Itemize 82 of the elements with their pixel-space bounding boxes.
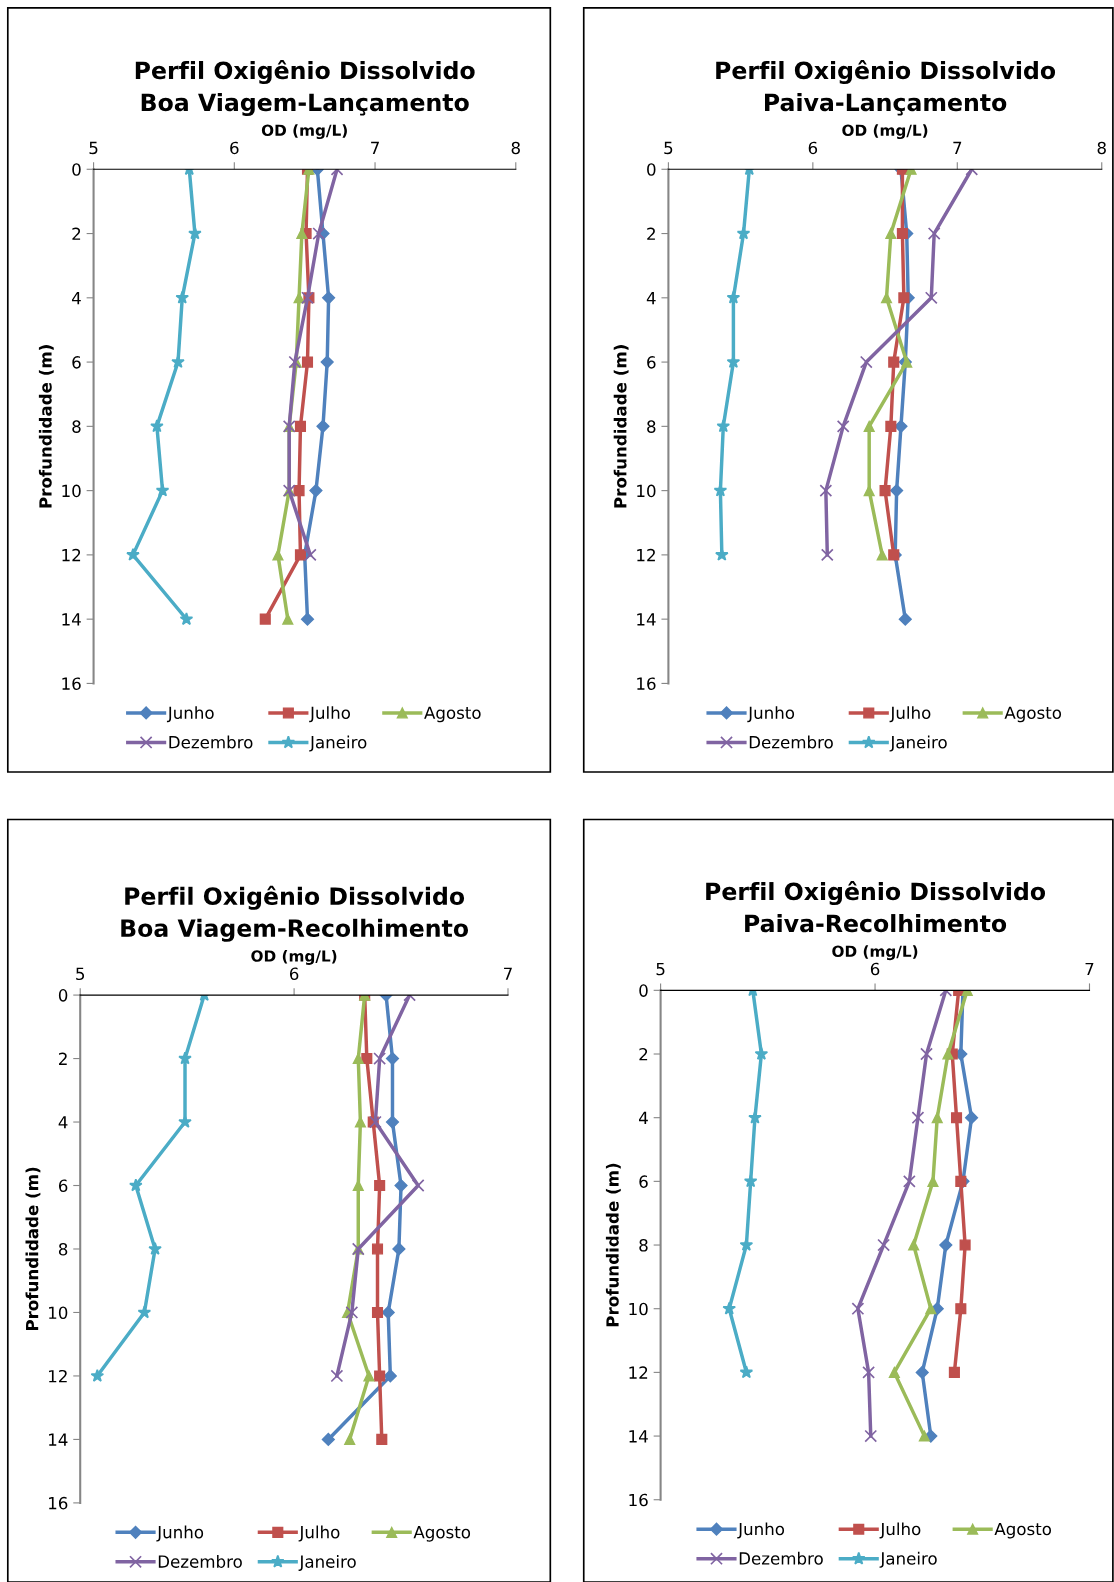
y-tick-label: 8: [639, 1239, 648, 1252]
x-axis-title: OD (mg/L): [251, 949, 337, 965]
y-tick-label: 16: [637, 677, 656, 690]
legend-label: Janeiro: [298, 1554, 356, 1571]
y-tick-label: 6: [72, 356, 81, 369]
legend-label: Agosto: [1004, 706, 1062, 723]
legend-label: Agosto: [413, 1526, 471, 1542]
x-axis-title: OD (mg/L): [832, 945, 918, 961]
legend-label: Julho: [309, 706, 350, 723]
x-tick-label: 6: [289, 967, 299, 981]
y-axis-title: Profundidade (m): [613, 345, 629, 508]
y-tick-label: 8: [72, 420, 81, 433]
x-tick-label: 8: [1097, 141, 1106, 155]
x-tick-label: 7: [504, 967, 512, 980]
x-tick-label: 6: [808, 141, 818, 155]
x-tick-label: 5: [76, 967, 85, 981]
y-tick-label: 14: [637, 613, 656, 626]
y-tick-label: 0: [58, 989, 68, 1002]
y-tick-label: 0: [639, 984, 648, 997]
y-tick-label: 10: [629, 1302, 648, 1316]
x-tick-label: 7: [1085, 962, 1094, 976]
y-tick-label: 4: [71, 291, 81, 305]
y-tick-label: 12: [629, 1366, 648, 1379]
legend-label: Julho: [298, 1525, 340, 1542]
y-tick-label: 16: [62, 677, 81, 690]
legend-label: Janeiro: [309, 735, 367, 752]
y-tick-label: 2: [59, 1052, 67, 1065]
x-axis-title: OD (mg/L): [842, 124, 928, 140]
y-tick-label: 16: [629, 1493, 648, 1507]
y-tick-label: 16: [49, 1496, 68, 1510]
y-tick-label: 2: [647, 227, 655, 240]
legend-label: Junho: [747, 706, 795, 723]
y-tick-label: 10: [62, 484, 81, 498]
chart-title: Perfil Oxigênio Dissolvido Boa Viagem-Lançamento: [135, 60, 475, 117]
legend-label: Dezembro: [169, 735, 253, 749]
legend-label: Janeiro: [879, 1551, 937, 1568]
legend-label: Agosto: [994, 1522, 1052, 1539]
legend-label: Julho: [889, 706, 931, 723]
x-tick-label: 5: [656, 962, 665, 976]
y-tick-label: 8: [647, 420, 656, 433]
x-tick-label: 6: [230, 141, 239, 155]
legend-label: Dezembro: [749, 735, 833, 749]
x-axis-title: OD (mg/L): [261, 124, 347, 140]
legend-label: Junho: [737, 1522, 785, 1539]
y-tick-label: 0: [647, 163, 656, 176]
y-tick-label: 6: [639, 1175, 648, 1188]
legend-label: Dezembro: [739, 1551, 823, 1565]
y-tick-label: 4: [639, 1111, 648, 1125]
y-tick-label: 14: [629, 1430, 648, 1443]
y-tick-label: 10: [49, 1306, 68, 1320]
y-tick-label: 12: [637, 548, 655, 562]
y-axis-title: Profundidade (m): [25, 1167, 41, 1331]
y-tick-label: 14: [49, 1433, 68, 1446]
y-tick-label: 8: [58, 1242, 68, 1256]
y-tick-label: 12: [62, 548, 81, 562]
y-tick-label: 10: [637, 484, 656, 498]
y-tick-label: 0: [72, 163, 81, 176]
legend-label: Junho: [166, 706, 214, 723]
chart-title: Perfil Oxigênio Dissolvido Paiva-Recolhimento: [706, 881, 1046, 933]
legend-label: Junho: [156, 1525, 204, 1542]
y-tick-label: 4: [58, 1116, 68, 1129]
chart-title: Perfil Oxigênio Dissolvido Paiva-Lançamento: [716, 60, 1056, 116]
legend-label: Dezembro: [158, 1554, 242, 1568]
x-tick-label: 8: [511, 141, 520, 155]
x-tick-label: 7: [953, 141, 962, 154]
y-axis-title: Profundidade (m): [38, 345, 54, 508]
legend-label: Julho: [879, 1522, 921, 1539]
x-tick-label: 6: [870, 962, 880, 976]
chart-title: Perfil Oxigênio Dissolvido Boa Viagem-Recolhimento: [121, 885, 469, 942]
y-tick-label: 6: [647, 356, 656, 369]
y-tick-label: 4: [646, 291, 656, 305]
x-tick-label: 5: [664, 141, 673, 155]
x-tick-label: 7: [371, 141, 379, 154]
y-tick-label: 2: [639, 1047, 648, 1061]
y-tick-label: 14: [62, 613, 81, 626]
y-tick-label: 6: [58, 1179, 68, 1193]
y-tick-label: 2: [72, 227, 81, 240]
legend-label: Janeiro: [889, 735, 947, 752]
y-tick-label: 12: [49, 1369, 67, 1383]
x-tick-label: 5: [89, 141, 98, 155]
legend-label: Agosto: [424, 706, 481, 723]
y-axis-title: Profundidade (m): [605, 1163, 621, 1327]
